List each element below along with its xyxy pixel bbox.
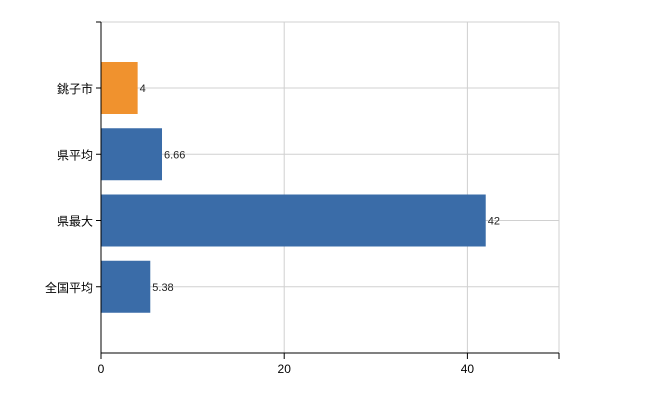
category-label: 全国平均	[45, 280, 93, 295]
x-tick-label: 20	[278, 362, 292, 376]
bar-value-label: 42	[488, 216, 500, 228]
category-label: 銚子市	[57, 81, 93, 96]
bar-value-label: 4	[140, 83, 146, 95]
bar-layer	[101, 62, 486, 313]
bar	[101, 128, 163, 181]
bar	[101, 62, 138, 114]
category-label: 県平均	[57, 148, 93, 162]
category-label: 県最大	[57, 215, 93, 229]
bar	[101, 194, 486, 247]
bar	[101, 260, 151, 313]
x-tick-label: 40	[461, 362, 475, 376]
bar-value-label: 5.38	[152, 282, 173, 294]
bar-value-label: 6.66	[164, 149, 185, 161]
grid-layer	[101, 21, 560, 353]
x-tick-label: 0	[98, 362, 105, 376]
axis-layer	[96, 21, 560, 359]
